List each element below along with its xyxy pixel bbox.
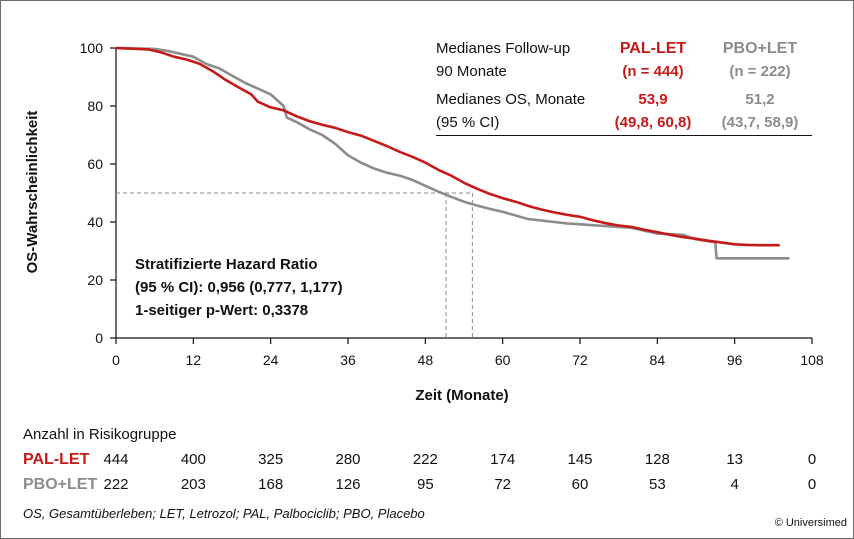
hazard-ratio-line1: Stratifizierte Hazard Ratio [135,256,318,273]
y-tick-label: 80 [87,98,103,114]
y-tick-label: 100 [80,40,104,56]
risk-cell: 53 [648,476,666,493]
y-tick-label: 40 [87,214,103,230]
hazard-ratio-line2: (95 % CI): 0,956 (0,777, 1,177) [135,279,343,296]
risk-cell: 0 [807,451,817,468]
x-tick-label: 72 [572,352,588,368]
y-tick-label: 0 [95,330,103,346]
pbo-let-median-os: 51,2 [745,91,775,108]
tick-labels: 0 20 40 60 80 100 0 12 24 36 48 60 72 84 96 108 [80,40,824,368]
risk-cell: 325 [258,451,284,468]
followup-months: 90 Monate [436,63,507,80]
risk-cell: 222 [412,451,438,468]
x-tick-label: 0 [112,352,120,368]
risk-cell: 13 [726,451,743,468]
ci-label: (95 % CI) [436,114,500,131]
risk-cell: 280 [335,451,361,468]
footnote: OS, Gesamtüberleben; LET, Letrozol; PAL,… [23,506,425,521]
pbo-let-n: (n = 222) [729,63,791,80]
x-tick-label: 48 [418,352,434,368]
pbo-let-ci: (43,7, 58,9) [721,114,799,131]
survival-curves [115,46,790,260]
x-tick-label: 84 [650,352,666,368]
median-guides [116,192,473,338]
x-tick-label: 24 [263,352,279,368]
stats-box-rule [436,135,812,136]
risk-cell: 4 [730,476,739,493]
risk-cell: 444 [103,451,129,468]
risk-cell: 203 [180,476,206,493]
risk-cell: 222 [103,476,129,493]
pal-let-header: PAL-LET [619,40,687,57]
risk-cell: 60 [571,476,589,493]
x-tick-label: 60 [495,352,511,368]
risk-table-title: Anzahl in Risikogruppe [23,426,177,443]
x-tick-label: 12 [186,352,202,368]
risk-row-label-pbo-let: PBO+LET [23,476,98,493]
risk-cell: 128 [644,451,670,468]
pal-let-median-os: 53,9 [638,91,668,108]
risk-cell: 168 [258,476,284,493]
median-os-label: Medianes OS, Monate [436,91,586,108]
risk-row-label-pal-let: PAL-LET [23,451,90,468]
x-tick-label: 96 [727,352,743,368]
p-value-line: 1-seitiger p-Wert: 0,3378 [135,302,309,319]
risk-cell: 72 [494,476,511,493]
pal-let-ci: (49,8, 60,8) [614,114,692,131]
y-tick-label: 20 [87,272,103,288]
pbo-let-header: PBO+LET [722,40,798,57]
copyright: © Universimed [774,517,847,529]
y-tick-label: 60 [87,156,103,172]
followup-label: Medianes Follow-up [436,40,571,57]
x-tick-label: 36 [340,352,356,368]
pal-let-n: (n = 444) [622,63,684,80]
risk-cell: 0 [807,476,817,493]
risk-cell: 400 [180,451,206,468]
risk-cell: 145 [567,451,593,468]
y-axis-label: OS-Wahrscheinlichkeit [24,111,41,274]
x-axis-label: Zeit (Monate) [415,387,508,404]
x-tick-label: 108 [800,352,824,368]
series-line-pal-let [115,46,780,247]
risk-cell: 174 [490,451,516,468]
risk-cell: 95 [416,476,434,493]
risk-cell: 126 [335,476,361,493]
